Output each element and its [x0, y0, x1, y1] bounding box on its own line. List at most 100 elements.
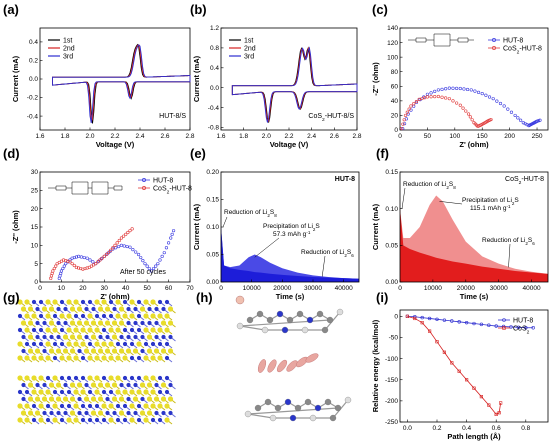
nitrogen-atom	[157, 417, 163, 423]
eis-point	[455, 101, 459, 105]
sulfur-atom	[62, 348, 69, 354]
nitrogen-atom	[136, 375, 142, 381]
eis-point	[405, 110, 409, 114]
sulfur-atom	[157, 355, 163, 361]
eis-point	[113, 243, 117, 247]
nitrogen-atom	[161, 334, 166, 340]
panel-label: (d)	[3, 146, 20, 161]
sulfur-atom	[69, 382, 76, 388]
nitrogen-atom	[133, 306, 138, 312]
nitrogen-atom	[84, 334, 89, 340]
x-tick-label: 150	[477, 133, 488, 140]
sulfur-atom	[20, 306, 27, 312]
y-tick-label: 0.0	[29, 76, 38, 83]
eis-point	[134, 250, 138, 254]
nitrogen-atom	[140, 334, 145, 340]
panel-title: HUT-8	[335, 176, 355, 183]
sulfur-atom	[17, 299, 23, 305]
eis-point	[498, 101, 503, 106]
nitrogen-atom	[157, 389, 163, 395]
legend-marker	[142, 178, 146, 182]
sulfur-atom	[122, 355, 128, 361]
nitrogen-atom	[38, 327, 44, 333]
sulfur-atom	[104, 382, 111, 388]
atom	[296, 310, 304, 318]
atom	[334, 404, 342, 412]
sulfur-atom	[143, 299, 149, 305]
sulfur-atom	[45, 389, 51, 395]
y-tick-label: 20	[391, 113, 399, 120]
eis-point	[64, 259, 68, 263]
sulfur-atom	[24, 327, 30, 333]
x-tick-label: 0	[398, 133, 402, 140]
y-axis-label: Current (mA)	[11, 55, 20, 102]
nitrogen-atom	[122, 299, 128, 305]
sulfur-atom	[31, 389, 37, 395]
x-tick-label: 30000	[304, 285, 322, 292]
nitrogen-atom	[24, 389, 30, 395]
x-tick-label: 2.2	[284, 133, 293, 140]
nitrogen-atom	[17, 313, 23, 319]
sulfur-atom	[62, 396, 69, 402]
sulfur-atom	[118, 410, 125, 416]
cv-series-line	[52, 43, 191, 124]
sulfur-atom	[160, 348, 167, 354]
sulfur-atom	[164, 417, 170, 423]
sulfur-atom	[52, 403, 58, 409]
nitrogen-atom	[45, 403, 51, 409]
panel-label: (a)	[3, 2, 19, 17]
sulfur-atom	[90, 410, 97, 416]
sulfur-atom	[69, 320, 76, 326]
nitrogen-atom	[59, 417, 65, 423]
sulfur-atom	[87, 327, 93, 333]
sulfur-atom	[27, 410, 34, 416]
atom	[261, 326, 269, 334]
nitrogen-atom	[136, 313, 142, 319]
x-tick-label: 2.0	[85, 133, 94, 140]
nitrogen-atom	[101, 375, 107, 381]
nitrogen-atom	[52, 355, 58, 361]
sulfur-atom	[27, 320, 34, 326]
sulfur-atom	[73, 403, 79, 409]
eis-point	[538, 118, 542, 122]
x-axis-label: Voltage (V)	[270, 140, 309, 149]
legend-label: 2nd	[63, 46, 75, 53]
nitrogen-atom	[157, 375, 163, 381]
legend-label: 1st	[63, 38, 72, 45]
y-tick-label: -250	[385, 419, 398, 426]
energy-series-line	[407, 315, 502, 415]
sulfur-atom	[129, 313, 135, 319]
y-tick-label: 0	[34, 279, 38, 286]
eis-point	[466, 112, 471, 116]
crystal-lattice	[17, 299, 176, 363]
energy-point	[413, 316, 417, 321]
sulfur-atom	[76, 334, 83, 340]
sulfur-atom	[45, 327, 51, 333]
y-tick-label: -0.4	[208, 105, 220, 112]
atom	[314, 404, 322, 412]
eis-point	[489, 117, 493, 122]
sulfur-atom	[20, 410, 27, 416]
sulfur-atom	[90, 348, 97, 354]
energy-point	[479, 322, 484, 327]
energy-point	[472, 386, 476, 390]
eis-point	[444, 87, 448, 91]
eis-point	[106, 251, 111, 255]
nitrogen-atom	[91, 306, 96, 312]
nitrogen-atom	[94, 403, 100, 409]
sulfur-atom	[59, 355, 65, 361]
sulfur-atom	[143, 327, 149, 333]
sulfur-atom	[48, 320, 55, 326]
sulfur-atom	[164, 313, 170, 319]
nitrogen-atom	[35, 306, 40, 312]
atom	[236, 322, 244, 330]
sulfur-atom	[143, 417, 149, 423]
eis-point	[104, 252, 109, 257]
energy-point	[494, 412, 498, 416]
eis-point	[66, 259, 70, 263]
eis-point	[128, 245, 132, 249]
x-tick-label: 30000	[490, 285, 508, 292]
energy-point	[509, 325, 513, 329]
y-tick-label: 0.15	[206, 197, 219, 204]
